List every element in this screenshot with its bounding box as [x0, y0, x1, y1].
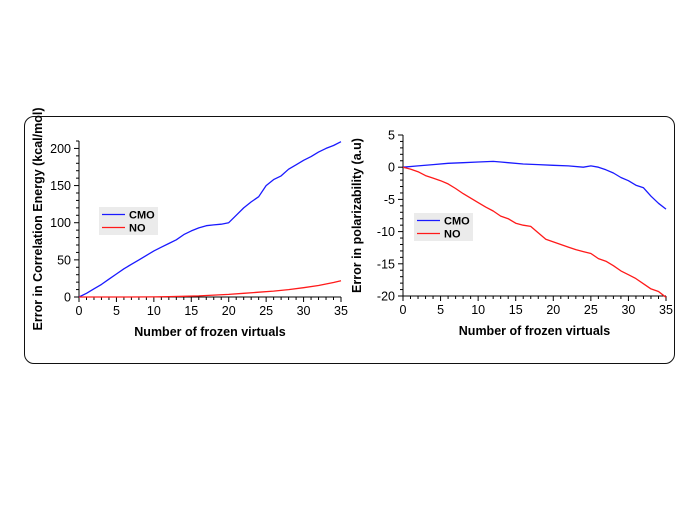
- x-tick-label: 35: [334, 304, 348, 318]
- series-line-no: [402, 166, 667, 298]
- legend-label-cmo: CMO: [444, 216, 470, 228]
- y-tick-label: 5: [388, 129, 395, 143]
- legend-label-cmo: CMO: [129, 210, 155, 222]
- y-tick-label: 50: [57, 253, 71, 267]
- legend-label-no: NO: [444, 229, 461, 241]
- x-tick-label: 10: [147, 304, 161, 318]
- series-line-cmo: [78, 141, 342, 298]
- y-tick-label: 100: [50, 216, 71, 230]
- x-tick-label: 25: [584, 303, 598, 317]
- y-tick-label: -15: [377, 257, 395, 271]
- series-line-cmo: [402, 160, 667, 210]
- y-tick-label: 0: [388, 161, 395, 175]
- x-tick-label: 15: [509, 303, 523, 317]
- y-tick-label: 150: [50, 179, 71, 193]
- y-tick-label: -5: [384, 193, 395, 207]
- x-tick-label: 35: [659, 303, 673, 317]
- x-tick-label: 30: [297, 304, 311, 318]
- x-tick-label: 20: [222, 304, 236, 318]
- y-tick-label: -10: [377, 225, 395, 239]
- figure-frame: [24, 116, 675, 364]
- y-tick-label: -20: [377, 290, 395, 304]
- series-line-no: [79, 280, 342, 298]
- legend-box: [99, 207, 158, 235]
- x-tick-label: 10: [471, 303, 485, 317]
- x-axis-title: Number of frozen virtuals: [134, 325, 285, 339]
- x-tick-label: 0: [76, 304, 83, 318]
- x-tick-label: 15: [184, 304, 198, 318]
- x-tick-label: 0: [400, 303, 407, 317]
- y-tick-label: 200: [50, 142, 71, 156]
- x-tick-label: 25: [259, 304, 273, 318]
- x-axis-title: Number of frozen virtuals: [459, 324, 610, 338]
- x-tick-label: 5: [113, 304, 120, 318]
- legend-box: [414, 213, 473, 241]
- y-tick-label: 0: [64, 291, 71, 305]
- y-axis-title: Error in Correlation Energy (kcal/mol): [31, 108, 45, 331]
- x-tick-label: 5: [437, 303, 444, 317]
- y-axis-title: Error in polarizability (a.u): [350, 138, 364, 293]
- legend-label-no: NO: [129, 223, 146, 235]
- x-tick-label: 20: [546, 303, 560, 317]
- x-tick-label: 30: [621, 303, 635, 317]
